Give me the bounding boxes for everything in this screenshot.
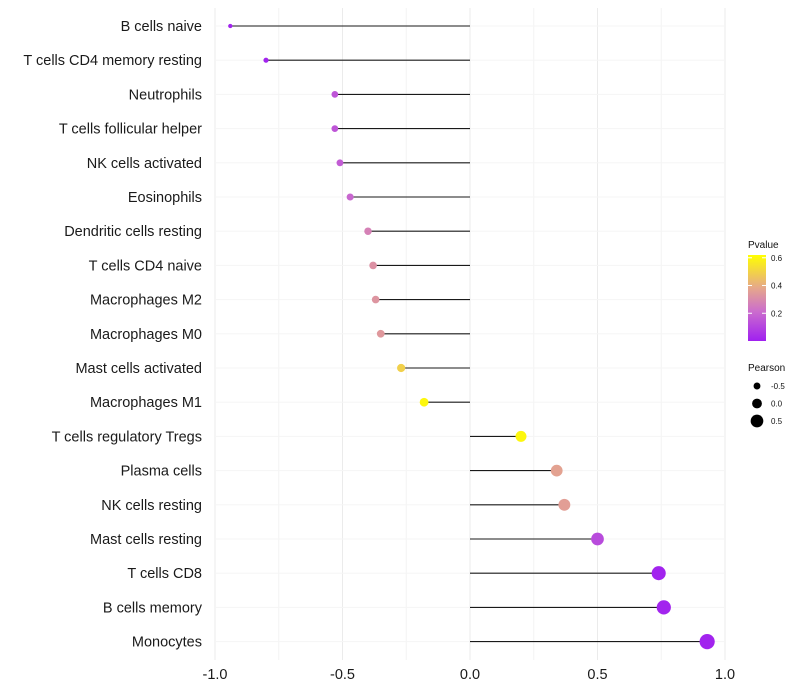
legend-pearson-title: Pearson	[748, 363, 785, 374]
legend-pearson-key	[750, 414, 764, 428]
y-axis-label: T cells CD4 memory resting	[23, 53, 202, 69]
lollipop-point	[558, 498, 571, 511]
x-axis-tick-label: 1.0	[715, 667, 735, 683]
lollipop-point	[419, 397, 429, 407]
lollipop-points	[228, 23, 715, 650]
y-axis-label: Plasma cells	[121, 464, 202, 480]
y-axis-label: Mast cells resting	[90, 532, 202, 548]
lollipop-point	[699, 634, 715, 650]
y-axis-label: B cells memory	[103, 600, 203, 616]
lollipop-point	[336, 159, 344, 167]
lollipop-point	[331, 125, 339, 132]
y-axis-label: Macrophages M2	[90, 293, 202, 309]
lollipop-point	[263, 57, 269, 63]
lollipop-point	[364, 227, 372, 235]
legend-pvalue-tick-label: 0.2	[771, 309, 783, 318]
legend-pearson-label: -0.5	[771, 382, 785, 391]
lollipop-point	[228, 23, 233, 29]
y-axis-label: Macrophages M1	[90, 395, 202, 411]
x-axis-labels: -1.0 -0.5 0.0 0.5 1.0	[203, 667, 736, 683]
legend-pvalue-tick-label: 0.6	[771, 254, 783, 263]
legend-pvalue-title: Pvalue	[748, 240, 779, 251]
lollipop-point	[591, 532, 604, 546]
legend-pearson-key	[752, 398, 762, 409]
y-axis-label: Mast cells activated	[75, 361, 202, 377]
y-axis-label: NK cells resting	[101, 498, 202, 514]
lollipop-point	[369, 261, 377, 270]
lollipop-point	[515, 430, 527, 442]
y-axis-label: NK cells activated	[87, 156, 202, 172]
y-axis-label: Neutrophils	[129, 87, 202, 103]
lollipop-point	[651, 566, 666, 581]
legend-pvalue-colorbar	[748, 255, 766, 341]
y-axis-label: Dendritic cells resting	[64, 224, 202, 240]
lollipop-point	[397, 363, 406, 373]
y-axis-label: T cells CD8	[127, 566, 202, 582]
y-axis-label: B cells naive	[121, 19, 202, 35]
lollipop-point	[376, 329, 385, 338]
legend-pearson-label: 0.0	[771, 400, 783, 409]
y-axis-label: T cells CD4 naive	[89, 258, 202, 274]
y-axis-label: Eosinophils	[128, 190, 202, 206]
lollipop-point	[346, 193, 354, 201]
y-axis-label: Monocytes	[132, 635, 202, 651]
lollipop-point	[550, 464, 563, 477]
lollipop-point	[371, 295, 380, 304]
legend-pvalue-tick-label: 0.4	[771, 282, 783, 291]
lollipop-point	[656, 600, 671, 615]
x-axis-tick-label: 0.5	[587, 667, 607, 683]
lollipop-point	[331, 91, 339, 98]
y-axis-label: Macrophages M0	[90, 327, 202, 343]
legend-pearson: Pearson -0.5 0.0 0.5	[748, 363, 785, 428]
legend-pvalue: Pvalue 0.2 0.4 0.6	[748, 240, 783, 341]
x-axis-tick-label: -1.0	[203, 667, 228, 683]
legend-pearson-label: 0.5	[771, 417, 783, 426]
y-axis-labels: B cells naive T cells CD4 memory resting N…	[23, 19, 202, 651]
x-axis-tick-label: -0.5	[330, 667, 355, 683]
legend-pearson-key	[753, 382, 761, 390]
y-axis-label: T cells follicular helper	[59, 122, 202, 138]
x-axis-tick-label: 0.0	[460, 667, 480, 683]
y-axis-label: T cells regulatory Tregs	[52, 429, 202, 445]
lollipop-stems	[230, 25, 708, 643]
